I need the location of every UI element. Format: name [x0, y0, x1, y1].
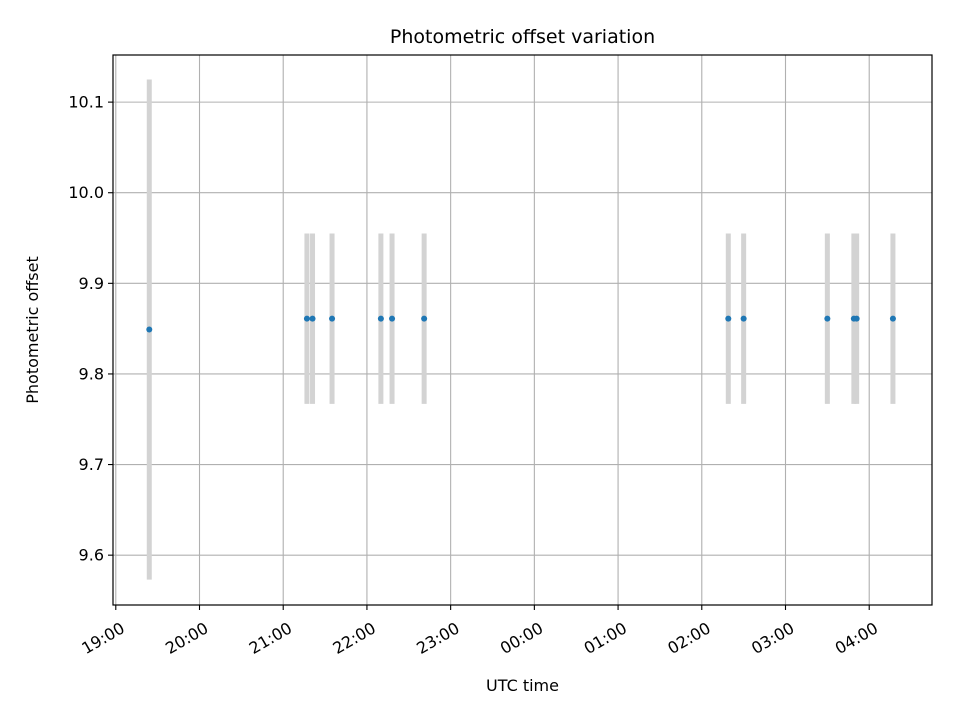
plot-frame: [112, 54, 933, 606]
y-tick-label: 9.9: [79, 274, 104, 293]
data-point: [421, 315, 428, 322]
x-tick-label: 23:00: [413, 618, 462, 658]
data-point: [329, 315, 336, 322]
data-point: [303, 315, 310, 322]
data-point: [725, 315, 732, 322]
data-point: [824, 315, 831, 322]
x-tick-label: 20:00: [162, 618, 211, 658]
x-tick-label: 02:00: [664, 618, 713, 658]
data-point: [740, 315, 747, 322]
x-tick-label: 00:00: [497, 618, 546, 658]
data-point: [146, 326, 153, 333]
x-tick-label: 01:00: [581, 618, 630, 658]
grid: [113, 55, 932, 605]
data-point: [389, 315, 396, 322]
x-tick-label: 03:00: [748, 618, 797, 658]
y-axis-label: Photometric offset: [23, 256, 42, 404]
y-tick-label: 10.0: [68, 183, 104, 202]
x-tick-label: 21:00: [246, 618, 295, 658]
y-tick-label: 10.1: [68, 93, 104, 112]
error-bars: [146, 79, 896, 580]
y-tick-label: 9.6: [79, 546, 104, 565]
data-point: [377, 315, 384, 322]
x-tick-label: 22:00: [329, 618, 378, 658]
x-axis-label: UTC time: [486, 676, 559, 695]
data-points: [146, 315, 896, 333]
y-axis: 9.6 9.7 9.8 9.9 10.0 10.1: [68, 93, 113, 565]
y-tick-label: 9.8: [79, 364, 104, 383]
x-tick-label: 04:00: [832, 618, 881, 658]
chart-title: Photometric offset variation: [390, 26, 655, 48]
data-point: [889, 315, 896, 322]
data-point: [309, 315, 316, 322]
x-axis: 19:00 20:00 21:00 22:00 23:00 00:00 01:00 02:00…: [78, 605, 881, 658]
data-point: [853, 315, 860, 322]
y-tick-label: 9.7: [79, 455, 104, 474]
x-tick-label: 19:00: [78, 618, 127, 658]
